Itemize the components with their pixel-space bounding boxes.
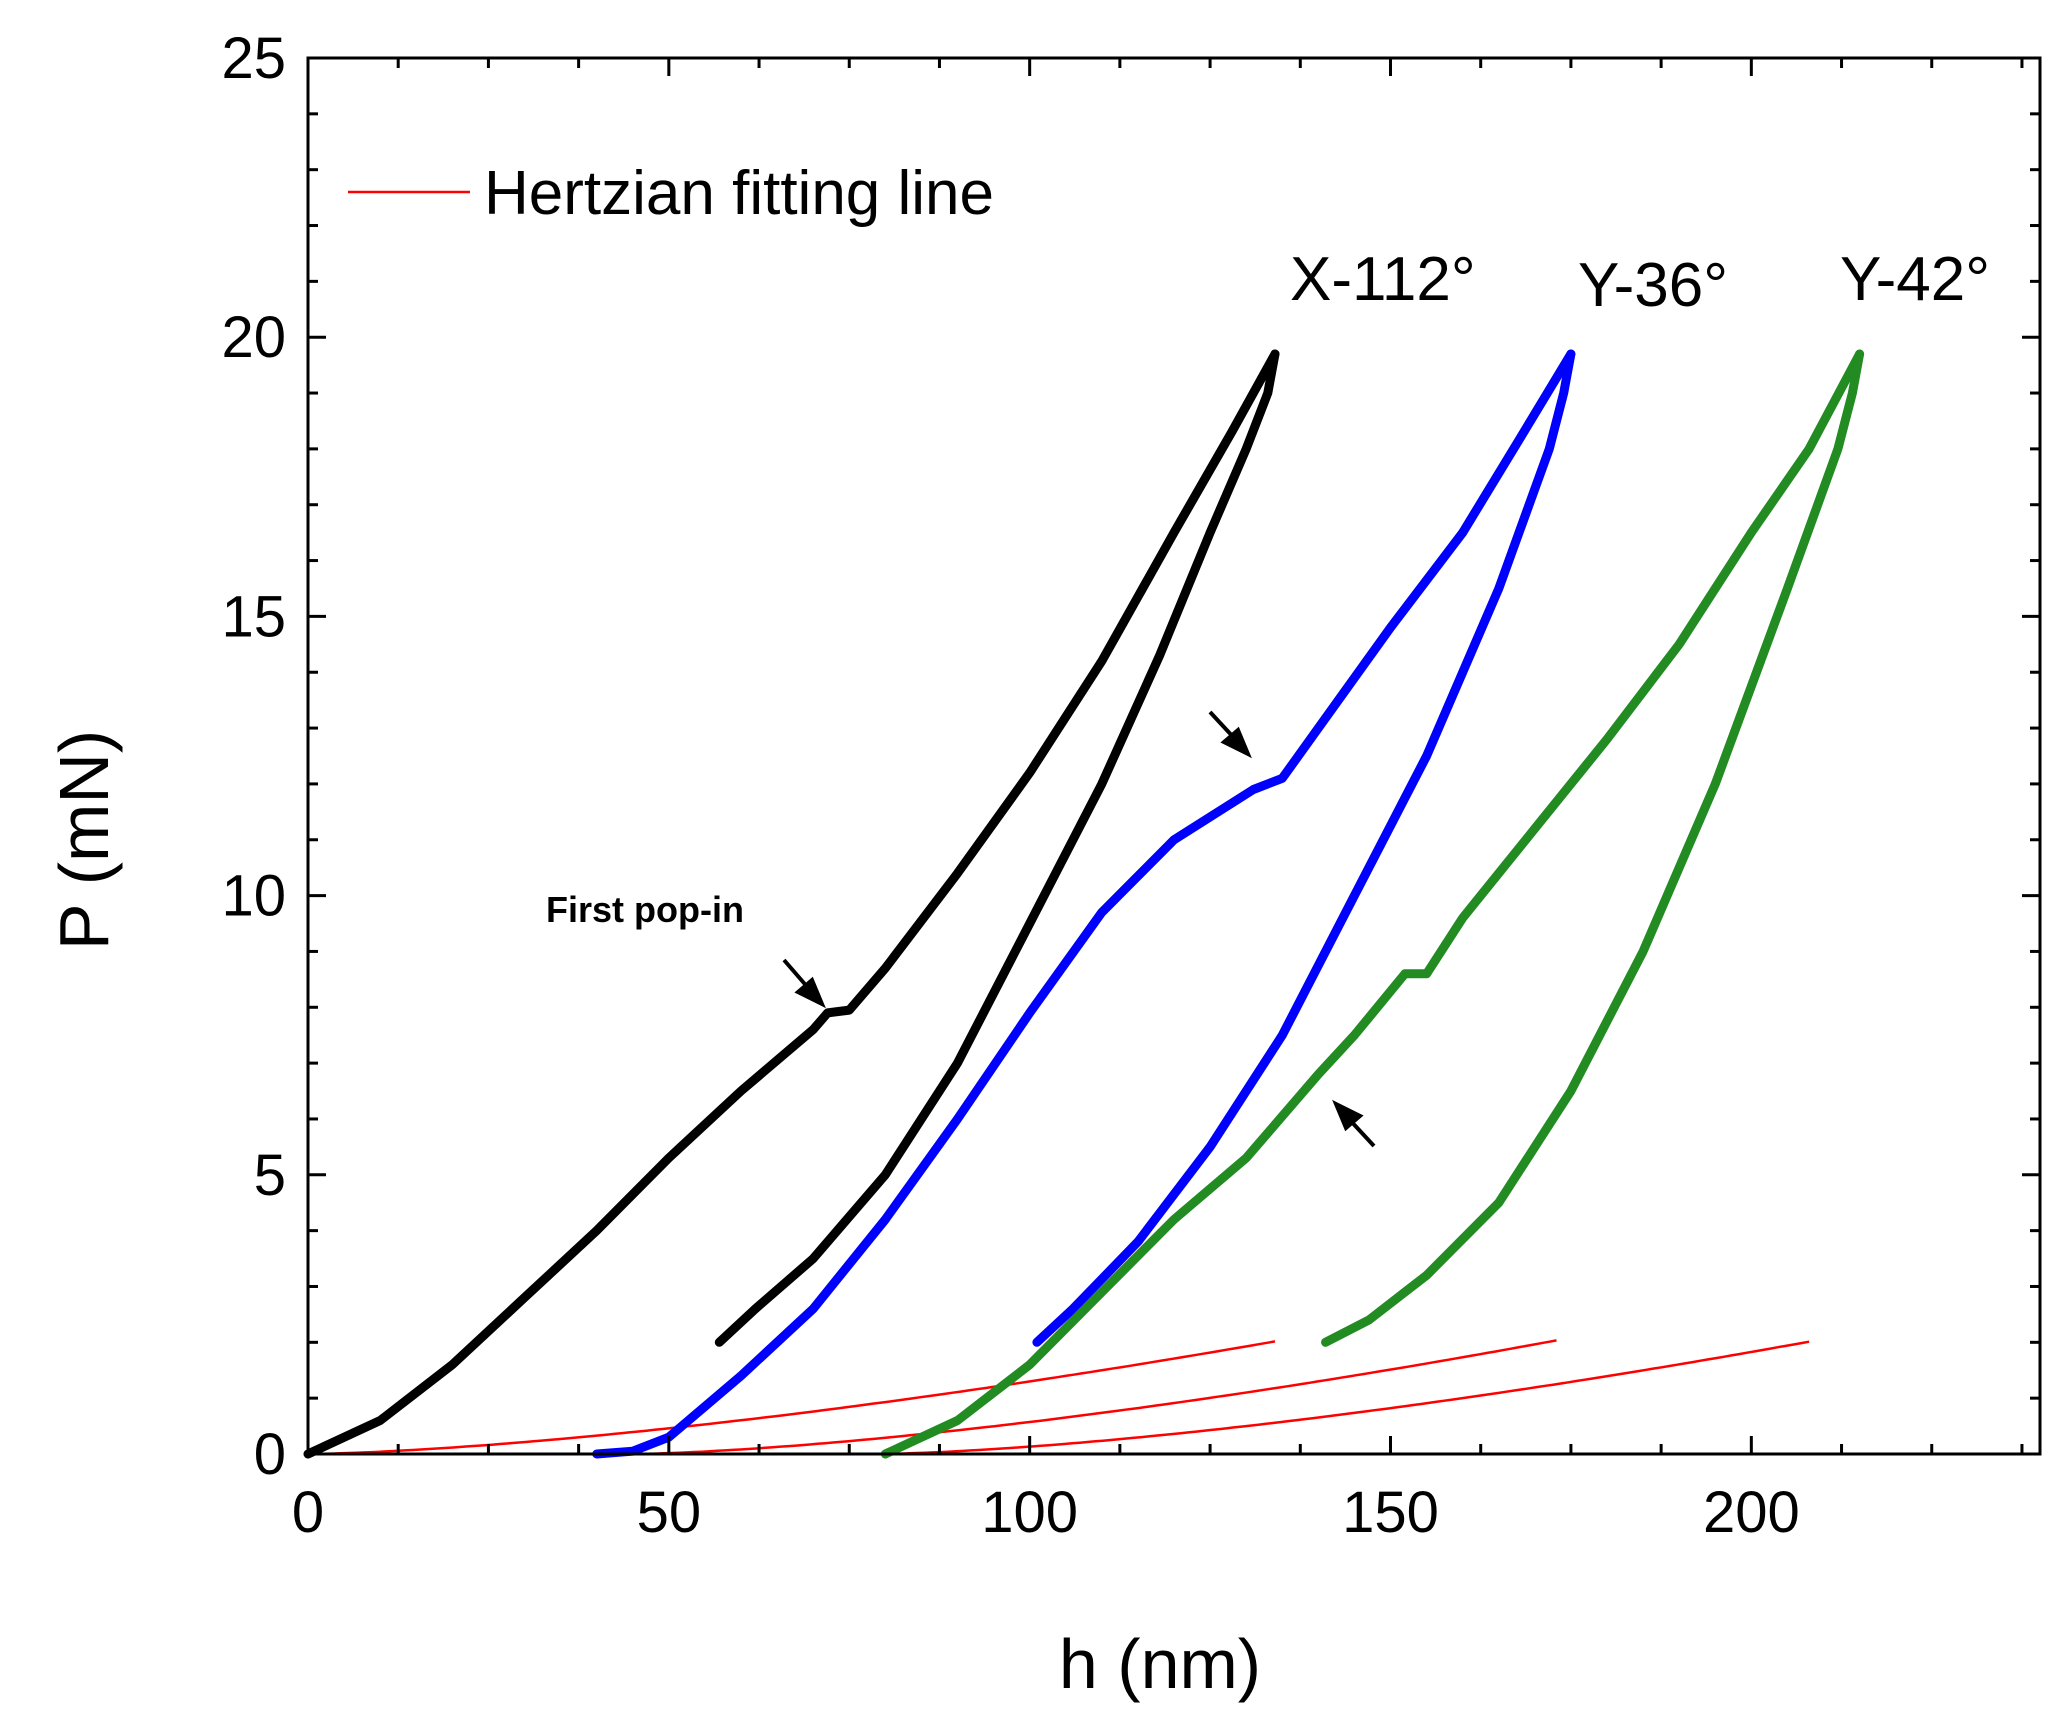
y-axis-title: P (mN) [45,730,123,950]
x-tick-label: 200 [1703,1480,1800,1545]
pop-in-arrows [782,710,1376,1148]
x-tick-label: 50 [637,1480,702,1545]
y-tick-label: 10 [221,864,286,929]
series-unloading-curve [714,349,1280,1347]
x-tick-label: 0 [292,1480,324,1545]
y-tick-label: 25 [221,26,286,91]
pop-in-arrow-y36 [1208,710,1252,759]
series-unloading-curve [1321,349,1865,1347]
pop-in-arrow-y42 [1332,1099,1376,1148]
ticks-layer: 0 50 100 150 200 0 5 10 15 20 25 [221,26,2040,1545]
y-tick-label: 15 [221,584,286,649]
first-pop-in-label: First pop-in [546,889,744,930]
y-tick-label: 5 [254,1143,286,1208]
x-tick-label: 150 [1342,1480,1439,1545]
plot-frame [306,56,2042,1456]
series-loading-curve [303,349,1280,1459]
series-label-x112: X-112° [1290,245,1476,314]
hertz-fit-layer [307,1339,1810,1456]
hertz-fit-line [632,1339,1557,1456]
hertz-fit-line [878,1340,1810,1456]
legend-label: Hertzian fitting line [484,159,994,228]
y-tick-label: 0 [254,1422,286,1487]
series-unloading-curve [1032,349,1576,1347]
axes-layer [306,56,2042,1456]
y-tick-label: 20 [221,305,286,370]
series-label-y36: Y-36° [1578,251,1728,320]
x-tick-label: 100 [981,1480,1078,1545]
series-loading-curve [880,349,1865,1459]
hertz-fit-line [307,1340,1276,1456]
x-axis-title: h (nm) [1059,1625,1261,1703]
pop-in-arrow-x112 [782,958,826,1009]
series-label-y42: Y-42° [1840,245,1990,314]
series-loading-curve [592,349,1576,1459]
legend: Hertzian fitting line [348,159,994,228]
data-series-layer [303,349,1865,1459]
